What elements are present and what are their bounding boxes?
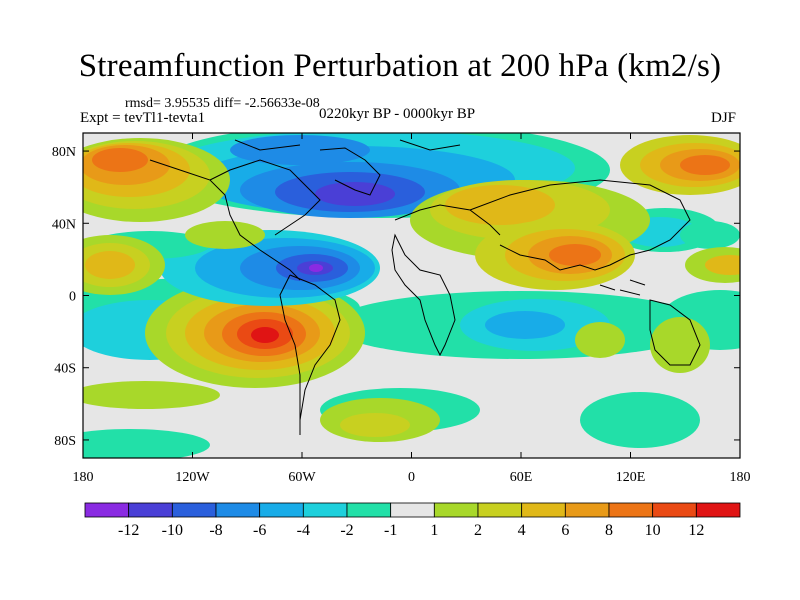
lon-tick-label: 0 (408, 470, 415, 485)
lon-tick-label: 180 (730, 470, 751, 485)
colorbar-swatch (521, 502, 566, 518)
colorbar-swatch (259, 502, 304, 518)
colorbar-label: 2 (474, 522, 482, 539)
colorbar-swatch (652, 502, 697, 518)
colorbar-swatch (433, 502, 479, 518)
period-label: 0220kyr BP - 0000kyr BP (319, 106, 476, 122)
lon-tick-label: 180 (73, 470, 94, 485)
colorbar-label: 8 (605, 522, 613, 539)
colorbar-label: -12 (118, 522, 139, 539)
colorbar-label: -10 (162, 522, 183, 539)
colorbar-swatch (171, 502, 217, 518)
colorbar-label: 6 (561, 522, 569, 539)
season-label: DJF (711, 110, 737, 126)
colorbar-swatch (390, 502, 435, 518)
colorbar-label: -8 (209, 522, 222, 539)
colorbar-swatch (695, 502, 741, 518)
colorbar-label: -4 (297, 522, 310, 539)
latitude-axis: 80N 40N 0 40S 80S (52, 145, 740, 449)
colorbar-swatch (564, 502, 610, 518)
experiment-label: Expt = tevTl1-tevta1 (80, 110, 206, 126)
lat-tick-label: 80S (54, 434, 76, 449)
colorbar-label: 4 (518, 522, 526, 539)
lon-tick-label: 120W (175, 470, 210, 485)
lat-tick-label: 40N (52, 217, 76, 232)
colorbar-swatch (302, 502, 348, 518)
lon-tick-label: 120E (616, 470, 646, 485)
field-blobs (83, 133, 740, 458)
colorbar-swatch (215, 502, 261, 518)
lat-tick-label: 40S (54, 362, 76, 377)
colorbar-label: 12 (688, 522, 704, 539)
colorbar: -12 -10 -8 -6 -4 -2 -1 1 2 4 6 8 10 12 (84, 502, 741, 539)
colorbar-label: 10 (645, 522, 661, 539)
lat-tick-label: 0 (69, 290, 76, 305)
colorbar-label: -6 (253, 522, 266, 539)
colorbar-label: -1 (384, 522, 397, 539)
colorbar-swatch (346, 502, 392, 518)
colorbar-label: -2 (340, 522, 353, 539)
lat-tick-label: 80N (52, 145, 76, 160)
chart-title: Streamfunction Perturbation at 200 hPa (… (78, 48, 722, 84)
coastlines (149, 139, 701, 435)
stats-label: rmsd= 3.95535 diff= -2.56633e-08 (125, 96, 320, 111)
lon-tick-label: 60E (510, 470, 533, 485)
map-field (83, 133, 740, 458)
lon-tick-label: 60W (288, 470, 316, 485)
longitude-axis: 180 120W 60W 0 60E 120E 180 (73, 133, 751, 485)
colorbar-swatch (608, 502, 654, 518)
colorbar-swatch (477, 502, 523, 518)
colorbar-swatch (84, 502, 130, 518)
colorbar-label: 1 (430, 522, 438, 539)
colorbar-swatch (128, 502, 173, 518)
